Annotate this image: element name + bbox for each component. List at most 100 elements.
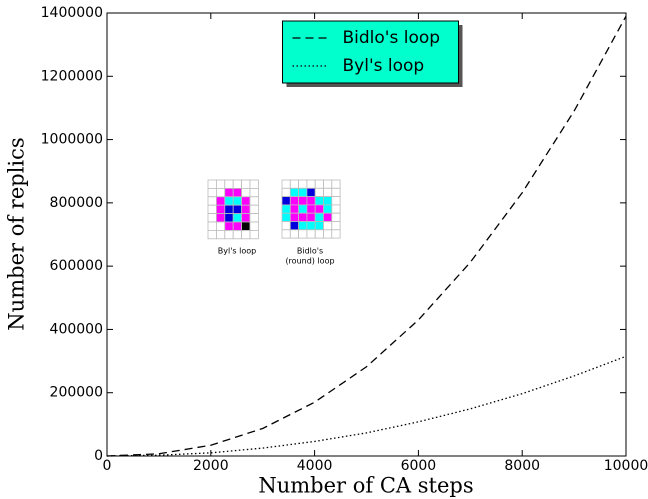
inset-cell xyxy=(250,214,258,222)
inset-image: Byl's loop Bidlo's (round) loop xyxy=(206,178,340,266)
inset-cell xyxy=(299,197,307,205)
y-tick-label: 200000 xyxy=(50,385,103,401)
inset-label: Bidlo's xyxy=(297,247,323,256)
page: {"chart_data": {"type": "line", "x_label… xyxy=(0,0,648,499)
inset-cell xyxy=(332,188,340,196)
inset-cell xyxy=(216,197,224,205)
inset-cell xyxy=(290,197,298,205)
inset-cell xyxy=(324,230,332,238)
x-tick-label: 4000 xyxy=(297,458,333,474)
x-tick-label: 10000 xyxy=(604,458,648,474)
inset-cell xyxy=(242,197,250,205)
inset-cell xyxy=(307,197,315,205)
legend-label: Byl's loop xyxy=(343,56,425,76)
inset-cell xyxy=(299,180,307,188)
x-tick-label: 8000 xyxy=(504,458,540,474)
inset-cell xyxy=(324,180,332,188)
inset-cell xyxy=(233,205,241,213)
inset-cell xyxy=(208,180,216,188)
x-tick-label: 6000 xyxy=(401,458,437,474)
inset-cell xyxy=(299,222,307,230)
inset-cell xyxy=(242,205,250,213)
inset-cell xyxy=(290,205,298,213)
inset-cell xyxy=(290,180,298,188)
inset-cell xyxy=(242,188,250,196)
inset-cell xyxy=(332,230,340,238)
inset-cell xyxy=(307,230,315,238)
inset-cell xyxy=(315,180,323,188)
inset-cell xyxy=(282,197,290,205)
inset-cell xyxy=(290,213,298,221)
inset-cell xyxy=(332,222,340,230)
inset-cell xyxy=(282,205,290,213)
inset-cell xyxy=(332,213,340,221)
inset-cell xyxy=(282,188,290,196)
inset-cell xyxy=(324,213,332,221)
y-tick-label: 1400000 xyxy=(41,5,103,21)
inset-cell xyxy=(307,213,315,221)
inset-cell xyxy=(250,222,258,230)
inset-cell xyxy=(324,205,332,213)
inset-cell xyxy=(208,222,216,230)
inset-cell xyxy=(242,180,250,188)
inset-cell xyxy=(307,180,315,188)
inset-cell xyxy=(216,214,224,222)
inset-cell xyxy=(282,230,290,238)
inset-cell xyxy=(242,214,250,222)
inset-cell xyxy=(216,180,224,188)
inset-cell xyxy=(250,205,258,213)
inset-cell xyxy=(290,188,298,196)
inset-cell xyxy=(332,180,340,188)
inset-cell xyxy=(225,222,233,230)
inset-cell xyxy=(242,222,250,230)
inset-cell xyxy=(315,230,323,238)
inset-cell xyxy=(250,180,258,188)
inset-cell xyxy=(208,205,216,213)
inset-cell xyxy=(282,213,290,221)
inset-cell xyxy=(324,188,332,196)
inset-cell xyxy=(216,230,224,238)
inset-cell xyxy=(216,188,224,196)
x-tick-label: 2000 xyxy=(193,458,229,474)
inset-cell xyxy=(208,188,216,196)
inset-cell xyxy=(216,205,224,213)
inset-cell xyxy=(307,205,315,213)
inset-cell xyxy=(225,205,233,213)
inset-label: Byl's loop xyxy=(218,247,256,256)
inset-cell xyxy=(290,230,298,238)
inset-cell xyxy=(225,230,233,238)
bidlo-grid xyxy=(282,180,340,238)
y-tick-label: 400000 xyxy=(50,321,103,337)
chart: Number of CA steps Number of replics Byl… xyxy=(0,0,648,499)
y-tick-label: 1200000 xyxy=(41,68,103,84)
inset-cell xyxy=(332,197,340,205)
inset-cell xyxy=(282,222,290,230)
inset-cell xyxy=(315,188,323,196)
inset-cell xyxy=(250,197,258,205)
inset-cell xyxy=(216,222,224,230)
inset-cell xyxy=(233,214,241,222)
y-tick-label: 600000 xyxy=(50,258,103,274)
inset-cell xyxy=(324,197,332,205)
y-tick-label: 0 xyxy=(94,448,103,464)
x-tick-label: 0 xyxy=(103,458,112,474)
series-line xyxy=(107,356,626,456)
inset-cell xyxy=(315,205,323,213)
inset-cell xyxy=(242,230,250,238)
inset-cell xyxy=(233,230,241,238)
inset-cell xyxy=(307,188,315,196)
inset-cell xyxy=(299,213,307,221)
inset-cell xyxy=(315,222,323,230)
x-axis-label: Number of CA steps xyxy=(258,474,473,498)
inset-cell xyxy=(250,230,258,238)
y-axis-label: Number of replics xyxy=(5,137,29,330)
inset-cell xyxy=(299,188,307,196)
inset-cell xyxy=(299,205,307,213)
inset-cell xyxy=(299,230,307,238)
y-tick-label: 1000000 xyxy=(41,132,103,148)
inset-cell xyxy=(250,188,258,196)
legend-label: Bidlo's loop xyxy=(343,28,441,48)
inset-cell xyxy=(290,222,298,230)
inset-cell xyxy=(208,230,216,238)
inset-cell xyxy=(233,197,241,205)
